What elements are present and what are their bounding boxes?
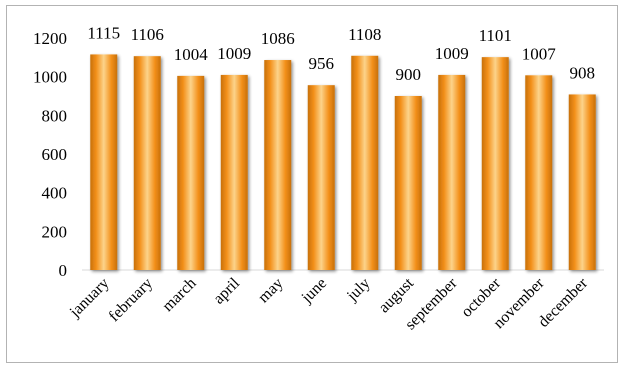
data-label: 908 — [570, 63, 596, 82]
data-label: 1009 — [217, 44, 251, 63]
bar — [133, 56, 161, 270]
data-label: 1086 — [261, 29, 295, 48]
category-label: january — [66, 275, 113, 322]
bar — [90, 54, 118, 270]
y-tick-label: 800 — [42, 106, 68, 125]
y-tick-label: 0 — [59, 261, 68, 280]
category-label: march — [159, 275, 199, 315]
bar — [220, 74, 248, 270]
bar — [177, 75, 205, 270]
data-label: 1108 — [348, 25, 381, 44]
bars — [90, 54, 596, 271]
bar — [351, 55, 379, 270]
bar — [568, 94, 596, 270]
bar — [525, 75, 553, 271]
category-label: may — [255, 275, 286, 306]
data-label: 1106 — [131, 25, 164, 44]
y-tick-label: 1000 — [33, 68, 67, 87]
data-labels: 1115 1106 1004 1009 1086 956 1108 900 1009 1101 10… — [87, 23, 595, 84]
data-label: 1004 — [174, 45, 209, 64]
category-label: february — [106, 275, 156, 325]
data-label: 1101 — [479, 26, 512, 45]
bar — [264, 60, 292, 270]
category-label: august — [376, 274, 418, 316]
y-axis: 0 200 400 600 800 1000 1200 — [33, 29, 67, 280]
bar — [438, 74, 466, 270]
y-tick-label: 400 — [42, 184, 68, 203]
data-label: 956 — [309, 54, 335, 73]
data-label: 900 — [396, 65, 422, 84]
y-tick-label: 200 — [42, 222, 68, 241]
bar — [481, 57, 509, 270]
category-label: april — [210, 274, 243, 307]
bar — [394, 96, 422, 270]
category-label: june — [298, 275, 330, 307]
y-tick-label: 600 — [42, 145, 68, 164]
y-tick-label: 1200 — [33, 29, 67, 48]
data-label: 1009 — [435, 44, 469, 63]
category-label: july — [343, 275, 373, 305]
bar — [307, 85, 335, 270]
data-label: 1115 — [87, 23, 120, 42]
data-label: 1007 — [522, 44, 557, 63]
